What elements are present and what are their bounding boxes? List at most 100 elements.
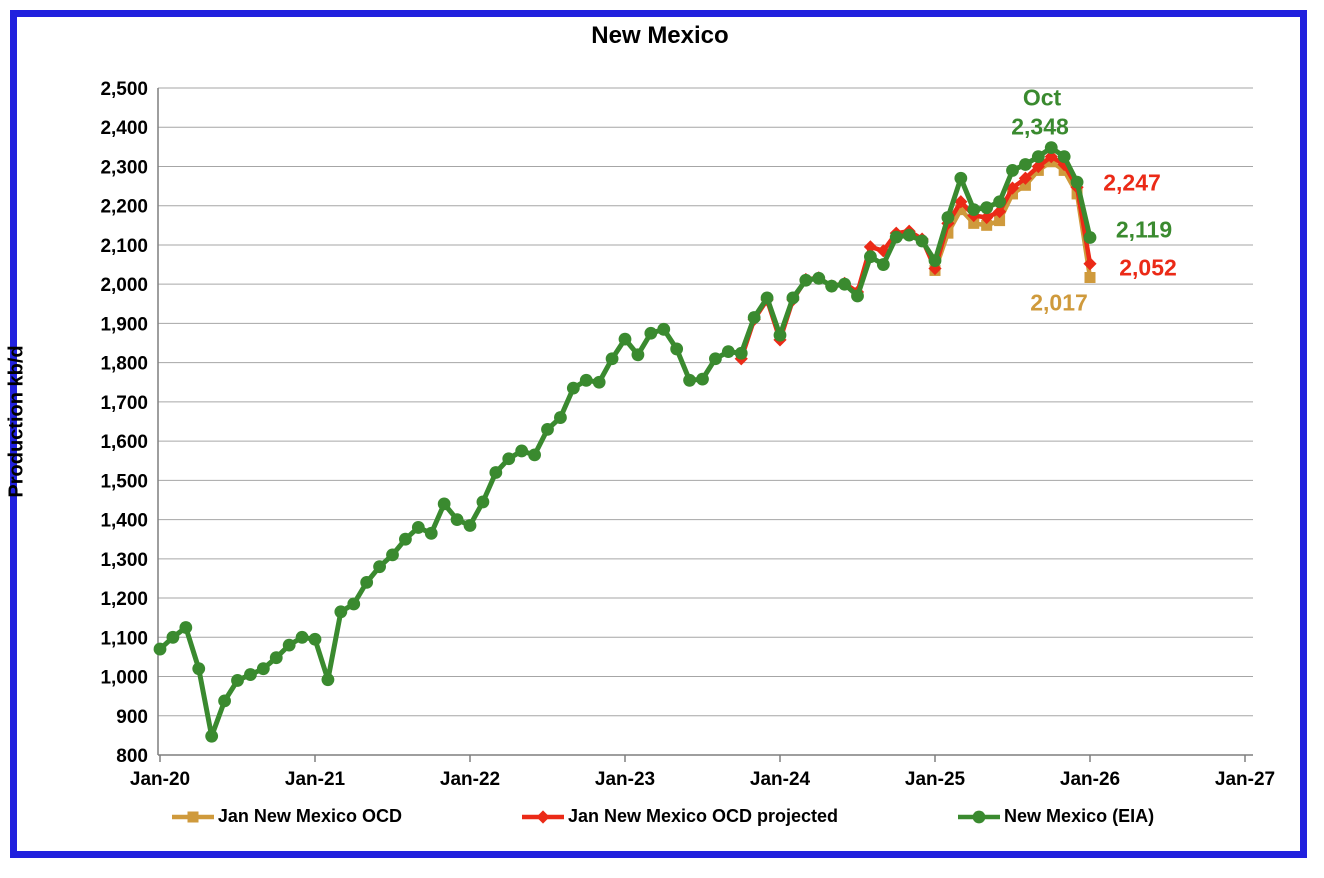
data-point-circle xyxy=(308,632,322,646)
legend-marker-square xyxy=(171,811,214,822)
data-point-circle xyxy=(205,729,219,743)
data-point-circle xyxy=(838,277,851,291)
data-point-circle xyxy=(902,228,916,242)
data-point-circle xyxy=(773,328,787,342)
y-tick-label: 2,300 xyxy=(100,157,148,178)
legend-item-ocd-projected: Jan New Mexico OCD projected xyxy=(520,806,838,827)
data-point-circle xyxy=(489,466,503,479)
data-point-circle xyxy=(502,452,516,466)
data-point-circle xyxy=(1019,158,1032,171)
series-circle xyxy=(153,141,1097,743)
data-point-circle xyxy=(1070,175,1084,189)
legend-item-eia: New Mexico (EIA) xyxy=(956,806,1154,827)
data-point-circle xyxy=(334,605,348,619)
x-tick-label: Jan-27 xyxy=(1215,769,1275,790)
data-point-circle xyxy=(269,651,283,665)
data-point-circle xyxy=(747,311,761,324)
data-point-circle xyxy=(566,381,580,395)
data-point-circle xyxy=(721,345,735,359)
data-point-circle xyxy=(218,694,231,708)
data-point-circle xyxy=(515,444,529,458)
x-tick-label: Jan-20 xyxy=(130,769,190,790)
legend-label: New Mexico (EIA) xyxy=(1004,806,1155,826)
data-point-diamond xyxy=(1031,159,1045,174)
data-point-circle xyxy=(153,642,167,656)
data-point-circle xyxy=(993,195,1006,209)
data-point-square xyxy=(1084,272,1096,284)
data-point-circle xyxy=(864,250,877,264)
data-point-circle xyxy=(967,203,981,217)
legend-label: Jan New Mexico OCD xyxy=(217,806,402,826)
x-tick-label: Jan-24 xyxy=(750,769,811,790)
data-point-circle xyxy=(670,342,684,356)
data-point-circle xyxy=(825,279,839,293)
data-point-circle xyxy=(476,495,490,509)
annotation-2017: 2,017 xyxy=(1030,289,1088,316)
data-point-circle xyxy=(528,448,541,462)
annotation-2119: 2,119 xyxy=(1115,216,1173,243)
y-tick-label: 1,000 xyxy=(100,668,148,689)
y-tick-label: 1,600 xyxy=(100,432,148,453)
data-point-diamond xyxy=(1018,171,1033,185)
legend-marker-diamond xyxy=(521,809,564,824)
data-point-diamond xyxy=(1083,257,1097,271)
data-point-circle xyxy=(295,630,309,644)
data-point-circle xyxy=(411,521,425,534)
data-point-circle xyxy=(437,497,451,511)
y-tick-label: 1,700 xyxy=(100,393,148,414)
data-point-circle xyxy=(709,352,722,366)
data-point-circle xyxy=(282,638,296,652)
data-point-square xyxy=(942,227,954,239)
data-point-circle xyxy=(179,621,193,634)
data-point-circle xyxy=(373,560,386,574)
data-point-circle xyxy=(696,372,709,386)
data-point-circle xyxy=(554,411,567,424)
annotation-oct: Oct xyxy=(1022,84,1062,111)
data-point-circle xyxy=(386,548,399,562)
data-point-circle xyxy=(579,373,593,387)
data-point-circle xyxy=(1006,163,1019,177)
data-point-circle xyxy=(1044,141,1058,155)
y-tick-label: 2,400 xyxy=(100,118,148,139)
data-point-circle xyxy=(541,422,554,436)
y-tick-label: 1,300 xyxy=(100,550,148,571)
data-point-circle xyxy=(360,575,374,589)
data-point-circle xyxy=(812,271,826,285)
data-point-circle xyxy=(980,201,994,215)
data-point-circle xyxy=(244,668,257,681)
series-line xyxy=(739,154,1093,361)
annotation-2247: 2,247 xyxy=(1103,169,1161,196)
x-tick-label: Jan-23 xyxy=(595,769,655,790)
data-point-circle xyxy=(889,230,903,244)
y-tick-label: 2,100 xyxy=(100,236,148,257)
legend-item-ocd: Jan New Mexico OCD xyxy=(170,806,402,827)
x-tick-label: Jan-22 xyxy=(440,769,500,790)
y-tick-label: 1,200 xyxy=(100,589,148,610)
y-tick-label: 2,500 xyxy=(100,79,148,100)
x-tick-label: Jan-25 xyxy=(905,769,966,790)
annotation-2348: 2,348 xyxy=(1011,113,1069,140)
y-tick-label: 1,100 xyxy=(100,628,148,649)
outer-border-frame xyxy=(10,10,1307,858)
data-point-circle xyxy=(683,373,696,387)
data-point-circle xyxy=(618,332,632,346)
data-point-circle xyxy=(450,513,464,526)
data-point-circle xyxy=(424,526,438,540)
chart-title: New Mexico xyxy=(591,22,729,49)
data-point-circle xyxy=(786,291,800,305)
legend-marker-circle xyxy=(958,810,1001,823)
data-point-square xyxy=(968,217,980,229)
data-point-circle xyxy=(851,289,864,303)
data-point-diamond xyxy=(980,210,994,225)
data-point-circle xyxy=(972,810,986,823)
data-point-square xyxy=(994,215,1006,227)
x-tick-label: Jan-21 xyxy=(285,769,346,790)
y-tick-label: 800 xyxy=(116,746,148,767)
data-point-circle xyxy=(954,171,968,185)
data-point-circle xyxy=(192,662,206,676)
data-point-circle xyxy=(915,234,929,248)
data-point-diamond xyxy=(876,244,890,258)
y-tick-label: 1,400 xyxy=(100,511,148,532)
y-tick-label: 1,800 xyxy=(100,354,148,375)
